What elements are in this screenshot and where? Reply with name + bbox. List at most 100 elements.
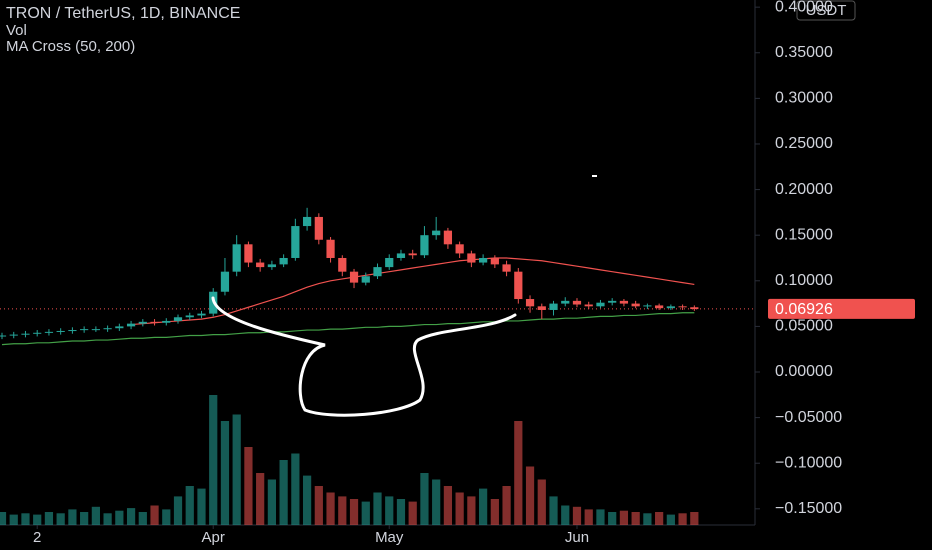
candle-body: [103, 328, 112, 330]
volume-bar: [525, 466, 535, 525]
candle-body: [256, 262, 265, 268]
candle-body: [279, 257, 288, 265]
candle-body: [68, 330, 77, 332]
hand-drawn-annotation: [211, 296, 517, 417]
y-tick-label: 0.00000: [775, 363, 833, 380]
volume-bar: [138, 512, 147, 525]
volume-bar: [279, 460, 288, 525]
volume-bar: [502, 486, 511, 525]
candle-body: [138, 321, 147, 324]
candle-body: [479, 257, 488, 263]
volume-bar: [361, 501, 370, 525]
volume-bar: [291, 453, 300, 525]
symbol-title: TRON / TetherUS, 1D, BINANCE: [6, 5, 240, 22]
candle-body: [420, 235, 429, 256]
volume-bar: [655, 512, 664, 525]
volume-legend: Vol: [6, 22, 27, 39]
volume-bar: [0, 512, 7, 525]
candle-body: [678, 306, 687, 308]
x-tick-label: Jun: [565, 529, 589, 546]
volume-bar: [549, 496, 558, 525]
x-tick-label: May: [375, 529, 404, 546]
candle-body: [349, 271, 359, 283]
volume-bar: [56, 513, 65, 525]
volume-bar: [256, 473, 265, 525]
volume-bar: [338, 496, 347, 525]
volume-bar: [21, 513, 30, 525]
candle-body: [91, 329, 100, 331]
volume-bar: [443, 486, 453, 525]
currency-box[interactable]: [796, 0, 856, 21]
volume-bar: [385, 496, 394, 525]
volume-bar: [690, 512, 699, 525]
volume-bar: [209, 395, 218, 525]
candle-body: [267, 264, 276, 268]
candle-body: [490, 257, 499, 265]
candle-body: [244, 244, 253, 263]
volume-bar: [490, 499, 499, 525]
volume-bar: [326, 492, 335, 525]
candle-body: [467, 253, 476, 263]
candle-body: [80, 329, 89, 331]
candle-body: [162, 320, 171, 323]
candle-body: [596, 302, 605, 307]
moving-average-line: [1, 312, 695, 346]
volume-bar: [91, 506, 100, 525]
candle-body: [232, 244, 241, 272]
volume-bar: [173, 496, 183, 525]
volume-bar: [68, 509, 77, 525]
candle-body: [173, 317, 183, 321]
volume-bar: [373, 492, 382, 525]
candle-body: [361, 276, 370, 283]
volume-bar: [115, 510, 124, 525]
candle-body: [314, 216, 323, 240]
y-tick-label: 0.40000: [775, 0, 833, 15]
volume-bar: [631, 512, 640, 525]
volume-bar: [479, 488, 488, 525]
volume-bar: [33, 514, 42, 525]
volume-bar: [608, 512, 617, 525]
candle-body: [619, 300, 629, 304]
volume-bar: [349, 499, 359, 525]
y-tick-label: 0.35000: [775, 44, 833, 61]
candle-body: [302, 216, 312, 227]
candle-body: [126, 323, 136, 327]
volume-bar: [514, 421, 523, 525]
volume-bar: [408, 501, 417, 525]
volume-bar: [220, 421, 230, 525]
volume-bar: [455, 492, 464, 525]
volume-bar: [572, 506, 582, 525]
volume-bar: [150, 505, 159, 525]
volume-bar: [678, 513, 687, 525]
candle-body: [631, 303, 640, 307]
candle-body: [514, 271, 523, 300]
candle-body: [396, 253, 406, 258]
candle-body: [0, 335, 7, 337]
candle-body: [9, 334, 18, 336]
current-price-badge: [768, 298, 915, 319]
candle-body: [197, 313, 206, 316]
candle-body: [373, 267, 382, 277]
volume-bar: [584, 509, 593, 525]
y-tick-label: 0.15000: [775, 226, 833, 243]
volume-bar: [396, 499, 406, 525]
volume-bar: [467, 496, 476, 525]
candle-body: [44, 331, 54, 333]
candle-body: [56, 330, 65, 332]
candle-body: [21, 333, 30, 335]
volume-bar: [80, 512, 89, 525]
volume-bar: [432, 479, 441, 525]
volume-bar: [643, 513, 652, 525]
candle-body: [608, 300, 617, 303]
candle-body: [643, 305, 652, 307]
volume-bar: [197, 488, 206, 525]
candle-body: [115, 326, 124, 329]
candle-body: [432, 230, 441, 236]
volume-bar: [103, 513, 112, 525]
volume-bar: [267, 479, 276, 525]
volume-bar: [596, 509, 605, 525]
currency-label[interactable]: USDT: [806, 2, 847, 19]
y-tick-label: 0.20000: [775, 181, 833, 198]
